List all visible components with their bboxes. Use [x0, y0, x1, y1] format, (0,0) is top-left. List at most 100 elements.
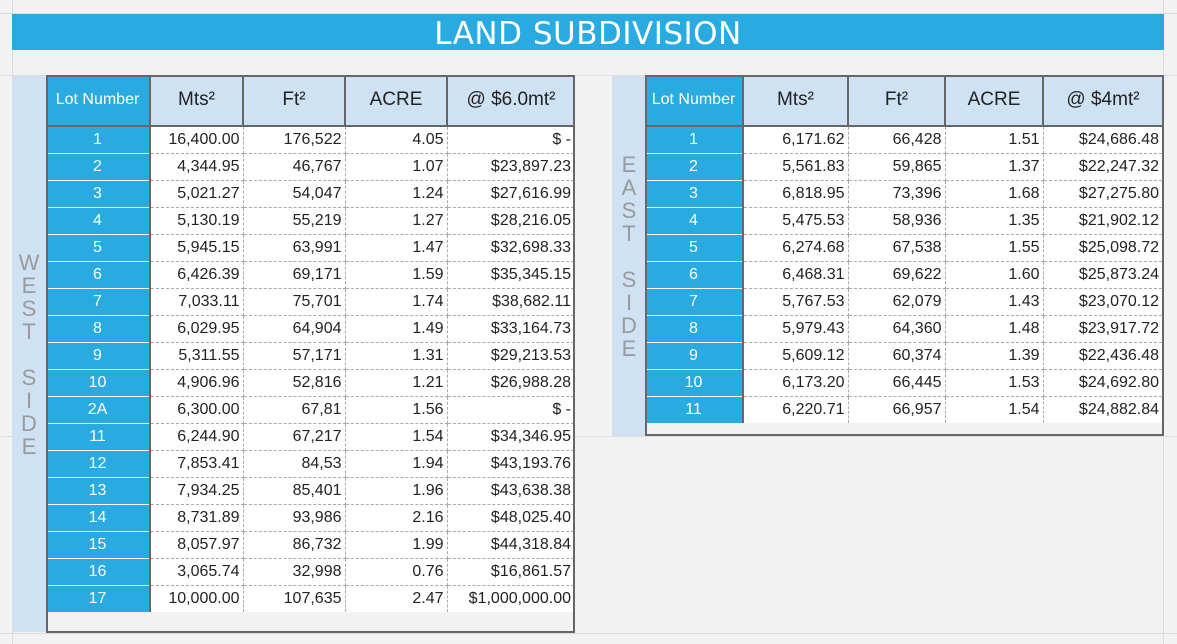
- square-meters-cell[interactable]: 8,057.97: [150, 531, 244, 559]
- lot-number-cell[interactable]: 2A: [46, 396, 151, 424]
- acre-cell[interactable]: 1.51: [945, 126, 1044, 154]
- square-feet-cell[interactable]: 84,53: [243, 450, 346, 478]
- lot-number-cell[interactable]: 2: [645, 153, 744, 181]
- square-feet-cell[interactable]: 69,171: [243, 261, 346, 289]
- square-feet-cell[interactable]: 63,991: [243, 234, 346, 262]
- price-cell[interactable]: $23,070.12: [1043, 288, 1162, 316]
- price-cell[interactable]: $25,873.24: [1043, 261, 1162, 289]
- square-meters-cell[interactable]: 7,934.25: [150, 477, 244, 505]
- acre-cell[interactable]: 1.53: [945, 369, 1044, 397]
- acre-cell[interactable]: 1.55: [945, 234, 1044, 262]
- price-cell[interactable]: $1,000,000.00: [468, 589, 571, 607]
- acre-cell[interactable]: 1.27: [345, 207, 448, 235]
- price-cell[interactable]: $26,988.28: [447, 369, 574, 397]
- square-feet-cell[interactable]: 86,732: [243, 531, 346, 559]
- acre-cell[interactable]: 1.49: [345, 315, 448, 343]
- square-feet-cell[interactable]: 64,360: [848, 315, 946, 343]
- square-meters-cell[interactable]: 4,906.96: [150, 369, 244, 397]
- acre-cell[interactable]: 1.39: [945, 342, 1044, 370]
- acre-cell[interactable]: 1.56: [345, 396, 448, 424]
- square-meters-cell[interactable]: 5,021.27: [150, 180, 244, 208]
- price-cell[interactable]: $35,345.15: [447, 261, 574, 289]
- lot-number-cell[interactable]: 4: [46, 207, 151, 235]
- square-feet-cell[interactable]: 176,522: [243, 126, 346, 154]
- square-feet-cell[interactable]: 57,171: [243, 342, 346, 370]
- price-cell[interactable]: $43,638.38: [447, 477, 574, 505]
- square-meters-cell[interactable]: 5,311.55: [150, 342, 244, 370]
- lot-number-cell[interactable]: 8: [46, 315, 151, 343]
- lot-number-cell[interactable]: 11: [46, 423, 151, 451]
- lot-number-cell[interactable]: 2: [46, 153, 151, 181]
- lot-number-cell[interactable]: 1: [46, 126, 151, 154]
- acre-cell[interactable]: 1.74: [345, 288, 448, 316]
- square-meters-cell[interactable]: 5,475.53: [743, 207, 849, 235]
- square-feet-cell[interactable]: 66,445: [848, 369, 946, 397]
- lot-number-cell[interactable]: 17: [46, 585, 151, 612]
- acre-cell[interactable]: 1.47: [345, 234, 448, 262]
- lot-number-cell[interactable]: 13: [46, 477, 151, 505]
- price-cell[interactable]: $21,902.12: [1043, 207, 1162, 235]
- lot-number-cell[interactable]: 6: [46, 261, 151, 289]
- square-meters-cell[interactable]: 6,300.00: [150, 396, 244, 424]
- acre-cell[interactable]: 1.54: [945, 396, 1044, 423]
- price-cell[interactable]: $44,318.84: [447, 531, 574, 559]
- square-feet-cell[interactable]: 58,936: [848, 207, 946, 235]
- square-meters-cell[interactable]: 7,033.11: [150, 288, 244, 316]
- price-cell[interactable]: $43,193.76: [447, 450, 574, 478]
- lot-number-cell[interactable]: 1: [645, 126, 744, 154]
- square-meters-cell[interactable]: 5,609.12: [743, 342, 849, 370]
- acre-cell[interactable]: 2.16: [345, 504, 448, 532]
- lot-number-cell[interactable]: 3: [46, 180, 151, 208]
- acre-cell[interactable]: 1.99: [345, 531, 448, 559]
- square-feet-cell[interactable]: 52,816: [243, 369, 346, 397]
- price-cell[interactable]: $ -: [447, 126, 574, 154]
- square-meters-cell[interactable]: 6,220.71: [743, 396, 849, 423]
- square-meters-cell[interactable]: 6,173.20: [743, 369, 849, 397]
- square-feet-cell[interactable]: 67,217: [243, 423, 346, 451]
- acre-cell[interactable]: 1.96: [345, 477, 448, 505]
- acre-cell[interactable]: 1.60: [945, 261, 1044, 289]
- price-cell[interactable]: $24,686.48: [1043, 126, 1162, 154]
- square-feet-cell[interactable]: 69,622: [848, 261, 946, 289]
- price-cell[interactable]: $29,213.53: [447, 342, 574, 370]
- price-cell[interactable]: $23,897.23: [447, 153, 574, 181]
- square-meters-cell[interactable]: 6,244.90: [150, 423, 244, 451]
- lot-number-cell[interactable]: 9: [645, 342, 744, 370]
- price-cell[interactable]: $23,917.72: [1043, 315, 1162, 343]
- acre-cell[interactable]: 2.47: [345, 585, 448, 612]
- square-meters-cell[interactable]: 5,561.83: [743, 153, 849, 181]
- square-feet-cell[interactable]: 62,079: [848, 288, 946, 316]
- square-feet-cell[interactable]: 85,401: [243, 477, 346, 505]
- square-feet-cell[interactable]: 46,767: [243, 153, 346, 181]
- square-feet-cell[interactable]: 93,986: [243, 504, 346, 532]
- lot-number-cell[interactable]: 3: [645, 180, 744, 208]
- square-feet-cell[interactable]: 75,701: [243, 288, 346, 316]
- square-meters-cell[interactable]: 6,171.62: [743, 126, 849, 154]
- square-meters-cell[interactable]: 3,065.74: [150, 558, 244, 586]
- square-meters-cell[interactable]: 6,818.95: [743, 180, 849, 208]
- square-meters-cell[interactable]: 5,767.53: [743, 288, 849, 316]
- square-meters-cell[interactable]: 6,468.31: [743, 261, 849, 289]
- square-meters-cell[interactable]: 16,400.00: [150, 126, 244, 154]
- square-feet-cell[interactable]: 32,998: [243, 558, 346, 586]
- lot-number-cell[interactable]: 5: [46, 234, 151, 262]
- acre-cell[interactable]: 1.48: [945, 315, 1044, 343]
- square-feet-cell[interactable]: 67,81: [243, 396, 346, 424]
- square-meters-cell[interactable]: 5,130.19: [150, 207, 244, 235]
- square-feet-cell[interactable]: 67,538: [848, 234, 946, 262]
- price-cell[interactable]: $24,882.84: [1078, 400, 1159, 418]
- square-meters-cell[interactable]: 6,029.95: [150, 315, 244, 343]
- lot-number-cell[interactable]: 11: [645, 396, 744, 423]
- price-cell[interactable]: $16,861.57: [447, 558, 574, 586]
- square-feet-cell[interactable]: 64,904: [243, 315, 346, 343]
- lot-number-cell[interactable]: 14: [46, 504, 151, 532]
- lot-number-cell[interactable]: 15: [46, 531, 151, 559]
- price-cell[interactable]: $24,692.80: [1043, 369, 1162, 397]
- price-cell[interactable]: $38,682.11: [447, 288, 574, 316]
- square-feet-cell[interactable]: 60,374: [848, 342, 946, 370]
- lot-number-cell[interactable]: 9: [46, 342, 151, 370]
- price-cell[interactable]: $28,216.05: [447, 207, 574, 235]
- price-cell[interactable]: $ -: [447, 396, 574, 424]
- price-cell[interactable]: $34,346.95: [447, 423, 574, 451]
- lot-number-cell[interactable]: 10: [645, 369, 744, 397]
